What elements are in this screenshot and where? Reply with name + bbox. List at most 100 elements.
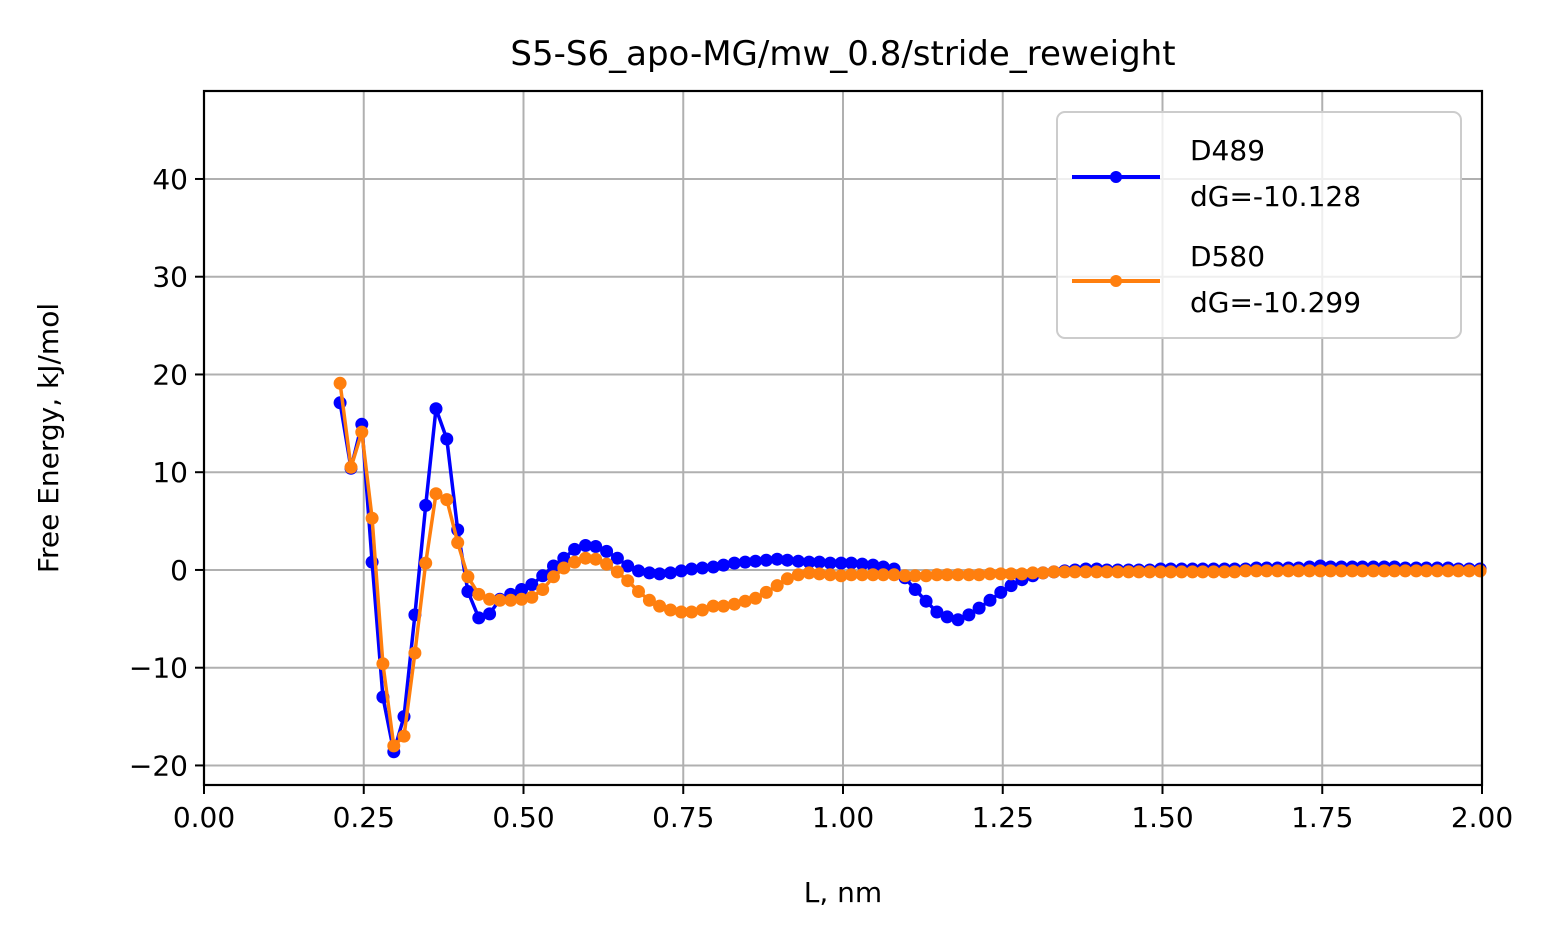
data-point-d489	[940, 610, 954, 624]
data-point-d580	[621, 574, 635, 588]
data-point-d580	[780, 572, 794, 586]
data-point-d580	[1239, 564, 1253, 578]
x-tick-label: 1.75	[1291, 801, 1353, 834]
data-point-d580	[1068, 565, 1082, 579]
data-point-d489	[738, 555, 752, 569]
data-point-d580	[1419, 564, 1433, 578]
data-point-d489	[557, 551, 571, 565]
data-point-d580	[727, 597, 741, 611]
data-point-d580	[483, 592, 497, 606]
data-point-d489	[461, 585, 475, 598]
data-point-d580	[749, 591, 762, 605]
data-point-d580	[770, 579, 784, 593]
data-point-d489	[568, 542, 582, 556]
data-point-d580	[397, 729, 411, 743]
data-point-d580	[1324, 564, 1338, 578]
data-point-d580	[1154, 565, 1168, 579]
data-point-d580	[1186, 565, 1199, 579]
data-point-d580	[908, 569, 922, 583]
data-point-d489	[951, 613, 965, 627]
data-point-d580	[642, 593, 656, 607]
data-point-d489	[419, 498, 433, 512]
data-point-d580	[515, 592, 529, 606]
data-point-d580	[866, 568, 880, 582]
data-point-d489	[440, 432, 454, 446]
data-point-d580	[1122, 565, 1136, 579]
data-point-d580	[951, 568, 965, 582]
y-tick-label: 20	[152, 358, 188, 391]
data-point-d580	[376, 657, 390, 671]
data-point-d580	[419, 556, 433, 570]
data-point-d489	[695, 561, 709, 575]
data-point-d580	[461, 570, 475, 584]
data-point-d580	[440, 493, 454, 507]
data-point-d580	[1345, 564, 1359, 578]
data-point-d489	[536, 569, 550, 583]
x-tick-label: 1.50	[1131, 801, 1193, 834]
data-point-d489	[962, 608, 976, 622]
data-point-d580	[568, 555, 582, 569]
data-point-d580	[887, 568, 901, 582]
y-axis-ticks: −20 −10 0 10 20 30 40	[129, 163, 204, 782]
data-point-d580	[355, 425, 369, 439]
data-point-d580	[653, 599, 667, 613]
data-point-d489	[664, 566, 677, 580]
data-point-d580	[706, 599, 720, 613]
data-point-d580	[1281, 564, 1295, 578]
data-point-d580	[504, 593, 518, 607]
data-point-d580	[600, 557, 614, 571]
plot-frame	[202, 89, 1484, 787]
data-point-d580	[557, 561, 571, 575]
data-point-d580	[579, 551, 592, 565]
data-point-d580	[1334, 564, 1348, 578]
data-point-d580	[759, 585, 773, 599]
data-point-d580	[1164, 565, 1178, 579]
legend-label-d489: D489	[1190, 134, 1265, 167]
data-point-d489	[621, 559, 635, 573]
data-point-d580	[1228, 565, 1242, 579]
y-tick-label: 40	[152, 163, 188, 196]
data-point-d489	[579, 539, 592, 552]
x-tick-label: 1.25	[972, 801, 1034, 834]
data-point-d489	[930, 605, 944, 619]
data-point-d489	[685, 562, 699, 576]
data-point-d580	[525, 590, 539, 604]
data-point-d489	[791, 554, 805, 568]
data-point-d580	[855, 568, 869, 582]
data-point-d489	[834, 556, 848, 570]
data-point-d580	[1047, 565, 1061, 579]
data-point-d489	[1004, 579, 1018, 593]
data-point-d489	[483, 607, 497, 621]
data-point-d489	[780, 553, 794, 567]
y-tick-label: −10	[129, 652, 188, 685]
data-point-d580	[1366, 564, 1380, 578]
data-point-d580	[610, 565, 624, 579]
x-tick-label: 0.50	[492, 801, 554, 834]
data-point-d580	[1398, 564, 1412, 578]
data-point-d580	[695, 603, 709, 617]
data-point-d580	[823, 568, 837, 582]
data-point-d580	[685, 605, 699, 619]
data-point-d489	[823, 556, 837, 570]
data-point-d489	[812, 555, 826, 569]
data-point-d489	[429, 402, 443, 416]
data-point-d580	[547, 570, 560, 584]
data-point-d580	[812, 567, 826, 581]
data-point-d580	[1100, 565, 1114, 579]
data-point-d580	[1313, 564, 1327, 578]
legend-marker-d580	[1110, 275, 1122, 287]
legend: D489 dG=-10.128 D580 dG=-10.299	[1056, 111, 1462, 339]
data-point-d580	[994, 567, 1008, 581]
legend-marker-d489	[1110, 171, 1122, 183]
data-point-d580	[1430, 564, 1444, 578]
data-point-d489	[983, 593, 997, 607]
data-point-d489	[844, 556, 858, 570]
data-point-d580	[408, 646, 422, 660]
data-point-d580	[1303, 564, 1316, 578]
data-point-d580	[791, 568, 805, 582]
x-tick-label: 0.00	[173, 801, 235, 834]
x-tick-label: 0.25	[333, 801, 395, 834]
data-point-d580	[451, 536, 465, 550]
legend-dg-d489: dG=-10.128	[1190, 180, 1361, 213]
data-point-d580	[1111, 565, 1125, 579]
